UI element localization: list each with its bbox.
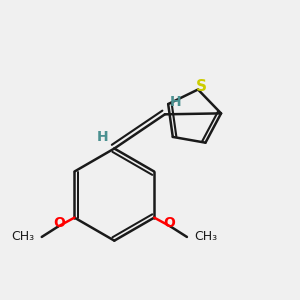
Text: S: S — [196, 79, 206, 94]
Text: H: H — [97, 130, 108, 144]
Text: O: O — [163, 216, 175, 230]
Text: CH₃: CH₃ — [11, 230, 34, 243]
Text: CH₃: CH₃ — [194, 230, 218, 243]
Text: O: O — [54, 216, 65, 230]
Text: H: H — [169, 95, 181, 110]
